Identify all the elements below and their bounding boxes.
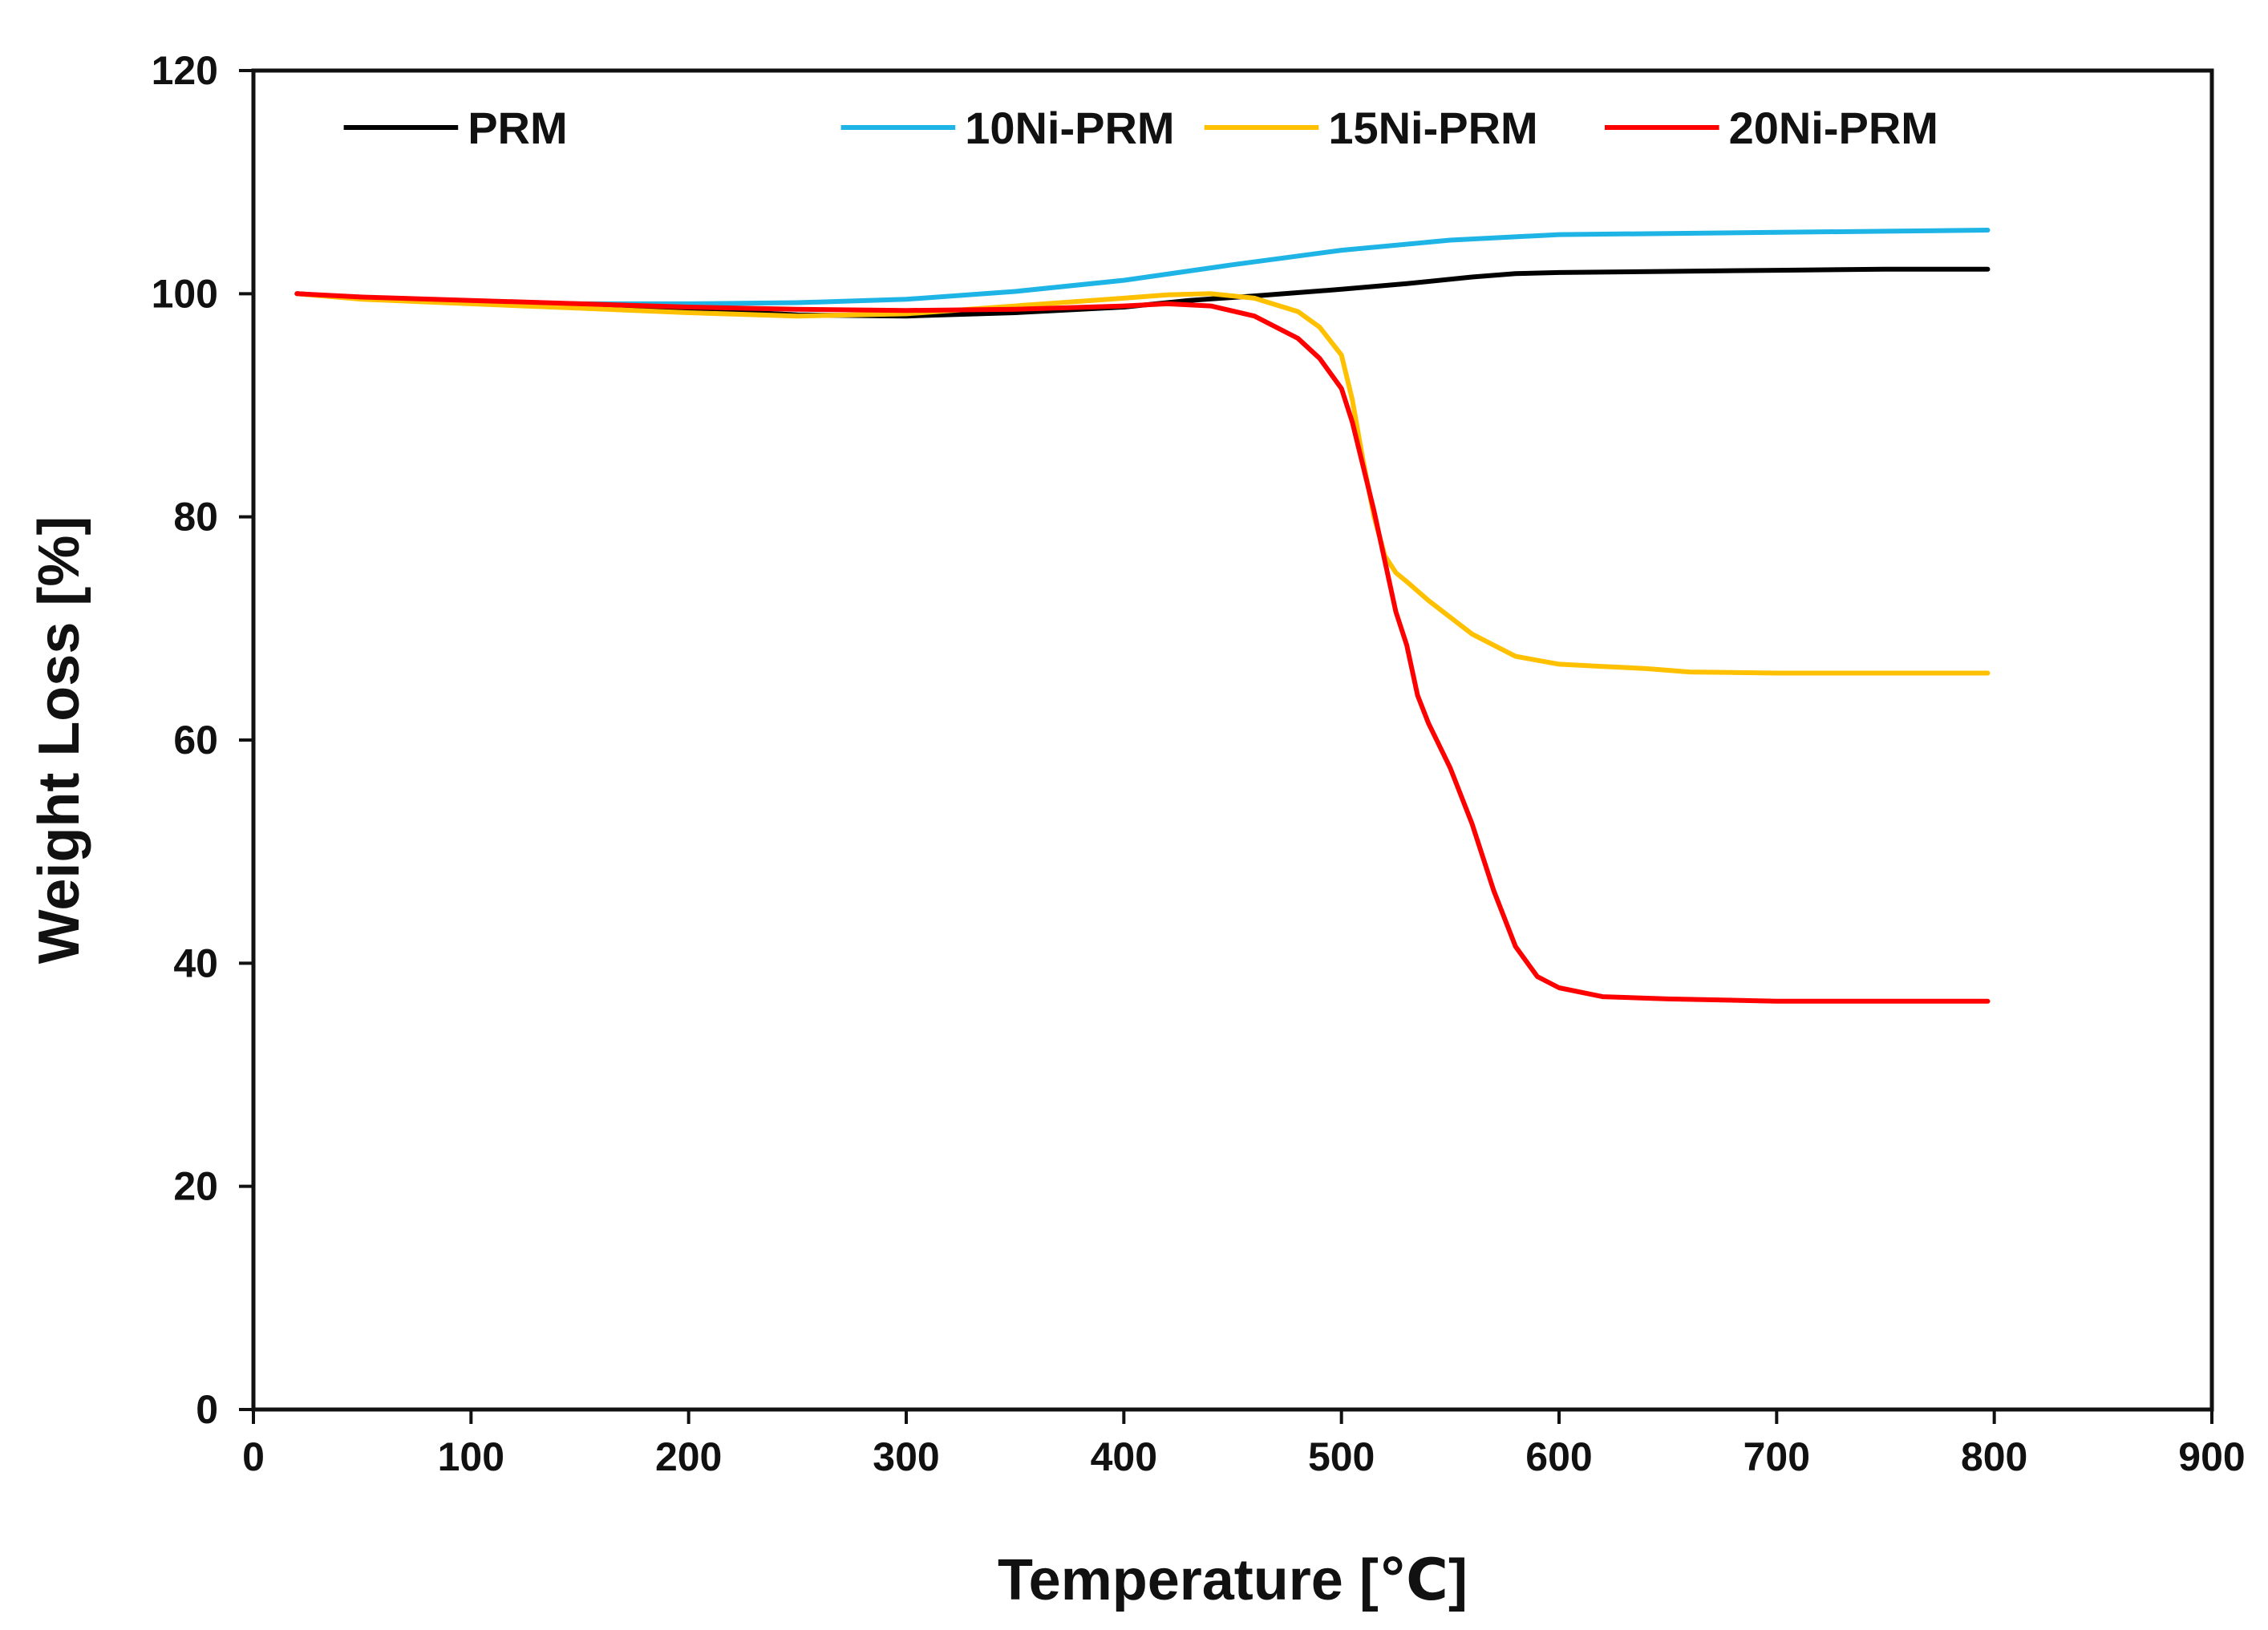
legend-label: 20Ni-PRM (1729, 103, 1938, 153)
series-line-15ni-prm (294, 291, 1991, 676)
x-tick-label: 200 (655, 1434, 722, 1479)
y-tick-label: 60 (173, 718, 218, 762)
x-tick-label: 300 (873, 1434, 939, 1479)
y-tick-label: 40 (173, 940, 218, 985)
x-tick-label: 100 (438, 1434, 504, 1479)
x-axis-title: Temperature [℃] (998, 1548, 1468, 1612)
legend: PRM 10Ni-PRM 15Ni-PRM 20Ni-PRM (343, 103, 1938, 153)
series-line-20ni-prm (294, 291, 1991, 1004)
x-tick-label: 900 (2178, 1434, 2245, 1479)
x-tick-label: 500 (1308, 1434, 1375, 1479)
y-tick-label: 100 (152, 271, 218, 316)
legend-label: 10Ni-PRM (965, 103, 1174, 153)
legend-label: 15Ni-PRM (1328, 103, 1537, 153)
y-tick-label: 0 (196, 1387, 218, 1432)
x-tick-label: 400 (1091, 1434, 1157, 1479)
y-tick-label: 80 (173, 495, 218, 540)
x-tick-label: 800 (1961, 1434, 2027, 1479)
x-tick-label: 600 (1525, 1434, 1592, 1479)
ticks-layer: 0 100 200 300 400 500 600 700 800 900 0 20 40 60 80 100… (152, 48, 2246, 1479)
y-tick-label: 120 (152, 48, 218, 93)
legend-label: PRM (468, 103, 567, 153)
y-tick-label: 20 (173, 1164, 218, 1209)
series-layer (294, 228, 1991, 1004)
x-tick-label: 700 (1744, 1434, 1810, 1479)
x-tick-label: 0 (242, 1434, 265, 1479)
y-axis-title: Weight Loss [%] (27, 516, 91, 965)
